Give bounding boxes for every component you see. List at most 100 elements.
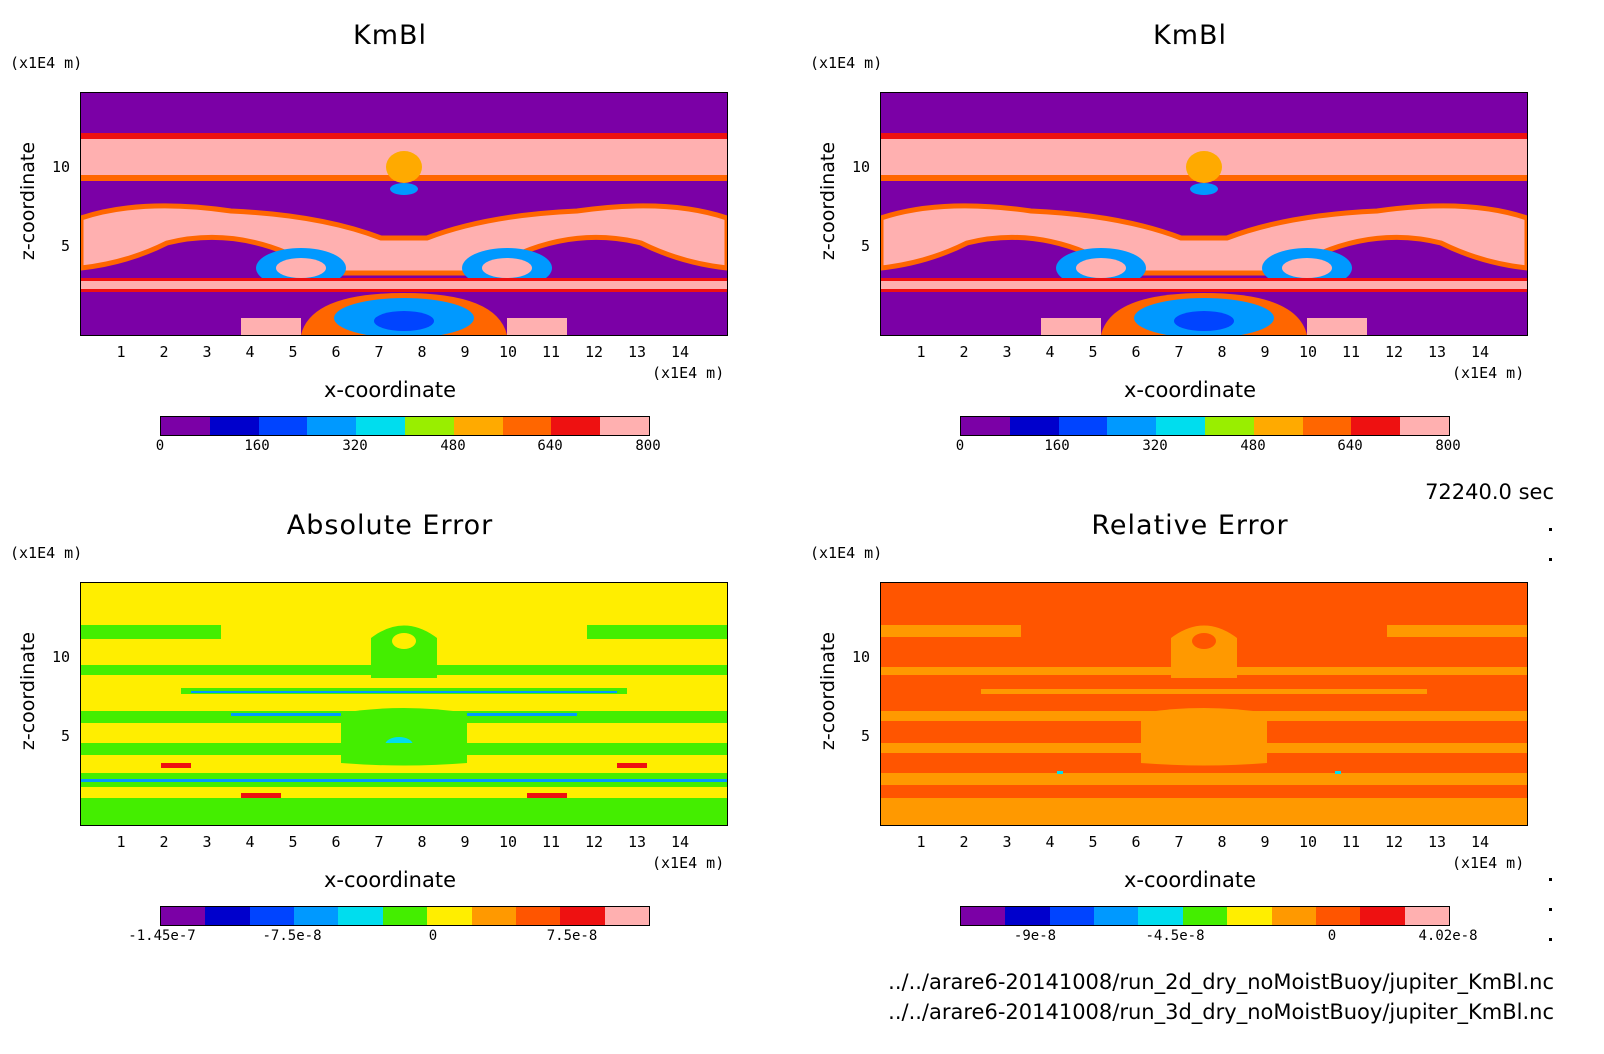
colorbar-swatch [1360, 907, 1405, 925]
plot-area [880, 582, 1528, 826]
field-blob [276, 258, 326, 278]
x-tick-label: 10 [1298, 343, 1318, 361]
x-tick-label: 12 [584, 833, 604, 851]
colorbar-swatch [502, 417, 552, 435]
colorbar-tick-label: 800 [1435, 438, 1461, 454]
field-band [881, 798, 1527, 825]
y-axis-label: z-coordinate [17, 141, 39, 261]
field-blob [1186, 151, 1222, 183]
x-axis-label: x-coordinate [1123, 868, 1256, 892]
field-band [241, 318, 301, 335]
x-tick-label: 5 [1088, 833, 1098, 851]
x-tick-label: 2 [159, 833, 169, 851]
field-band [81, 743, 727, 755]
x-tick-label: 9 [1260, 343, 1270, 361]
colorbar-tick-label: 640 [1337, 438, 1363, 454]
file-path-3d: ../../arare6-20141008/run_3d_dry_noMoist… [888, 1000, 1554, 1024]
colorbar-swatch [307, 417, 357, 435]
kmbl-field [881, 93, 1527, 335]
chart-panel-relative-error: Relative Error (x1E4 m) z-coordinate 10 … [800, 490, 1580, 960]
x-tick-label: 11 [1341, 833, 1361, 851]
colorbar-swatch [1404, 907, 1449, 925]
x-tick-label: 10 [498, 833, 518, 851]
field-background [81, 583, 727, 825]
x-tick-label: 6 [1131, 833, 1141, 851]
chart-panel-absolute-error: Absolute Error (x1E4 m) z-coordinate 10 … [0, 490, 780, 960]
x-tick-label: 1 [916, 343, 926, 361]
field-band [81, 281, 727, 289]
decorative-dot [1549, 938, 1552, 941]
chart-title: KmBl [352, 20, 428, 51]
time-label: 72240.0 sec [1425, 480, 1554, 504]
y-tick-label: 10 [51, 648, 70, 666]
x-axis-label: x-coordinate [1123, 378, 1256, 402]
colorbar-swatch [1009, 417, 1059, 435]
x-tick-label: 10 [498, 343, 518, 361]
x-tick-label: 2 [959, 343, 969, 361]
decorative-dot [1549, 558, 1552, 561]
field-region [81, 203, 727, 276]
field-patch [341, 708, 467, 766]
x-tick-label: 7 [1174, 343, 1184, 361]
colorbar-tick-label: -7.5e-8 [262, 928, 322, 944]
field-patch [617, 763, 647, 768]
field-blob [374, 311, 434, 331]
field-region [881, 203, 1527, 276]
field-band [881, 281, 1527, 289]
y-axis-label: z-coordinate [17, 631, 39, 751]
decorative-dot [1549, 908, 1552, 911]
chart-title: Relative Error [1091, 510, 1289, 541]
colorbar-swatch [404, 417, 454, 435]
x-tick-label: 2 [159, 343, 169, 361]
colorbar-swatch [258, 417, 308, 435]
x-tick-label: 13 [627, 833, 647, 851]
field-band [81, 133, 727, 143]
x-tick-label: 3 [1002, 833, 1012, 851]
x-tick-label: 6 [331, 343, 341, 361]
x-tick-label: 13 [1427, 833, 1447, 851]
colorbar-swatch [1156, 417, 1205, 435]
field-blob [1282, 258, 1332, 278]
colorbar-tick-label: 320 [342, 438, 368, 454]
colorbar-swatch [961, 417, 1010, 435]
field-patch [881, 625, 1021, 637]
x-tick-label: 8 [417, 833, 427, 851]
x-tick-label: 8 [1217, 833, 1227, 851]
chart-title: Absolute Error [286, 510, 494, 541]
x-tick-label: 1 [916, 833, 926, 851]
chart-panel-kmbl-3d: KmBl (x1E4 m) z-coordinate 10 5 1 2 3 4 [800, 0, 1580, 470]
colorbar-swatch [600, 417, 649, 435]
colorbar [960, 906, 1450, 926]
y-axis-label: z-coordinate [817, 141, 839, 261]
colorbar-swatch [1271, 907, 1316, 925]
colorbar-swatch [1253, 417, 1303, 435]
x-tick-label: 14 [1470, 343, 1490, 361]
field-blob [386, 151, 422, 183]
colorbar-tick-label: 0 [428, 928, 438, 944]
field-blob [1190, 183, 1218, 195]
x-tick-label: 7 [1174, 833, 1184, 851]
field-patch [392, 633, 416, 649]
colorbar-tick-label: 160 [1044, 438, 1070, 454]
plot-area [880, 92, 1528, 336]
colorbar-swatch [205, 907, 250, 925]
field-band [81, 798, 727, 825]
x-tick-label: 3 [202, 833, 212, 851]
decorative-dot [1549, 528, 1552, 531]
colorbar-swatch [471, 907, 516, 925]
x-tick-label: 3 [202, 343, 212, 361]
field-band [81, 779, 727, 782]
field-blob [1076, 258, 1126, 278]
x-tick-label: 4 [1045, 833, 1055, 851]
field-patch [1335, 771, 1341, 774]
field-band [881, 667, 1527, 675]
colorbar-tick-label: -9e-8 [1013, 928, 1057, 944]
y-tick-label: 10 [51, 158, 70, 176]
y-unit-label: (x1E4 m) [10, 544, 83, 562]
colorbar-swatch [249, 907, 295, 925]
field-patch [371, 625, 437, 678]
field-band [507, 318, 567, 335]
colorbar-swatch [1049, 907, 1095, 925]
x-tick-label: 6 [1131, 343, 1141, 361]
colorbar-swatch [1227, 907, 1272, 925]
